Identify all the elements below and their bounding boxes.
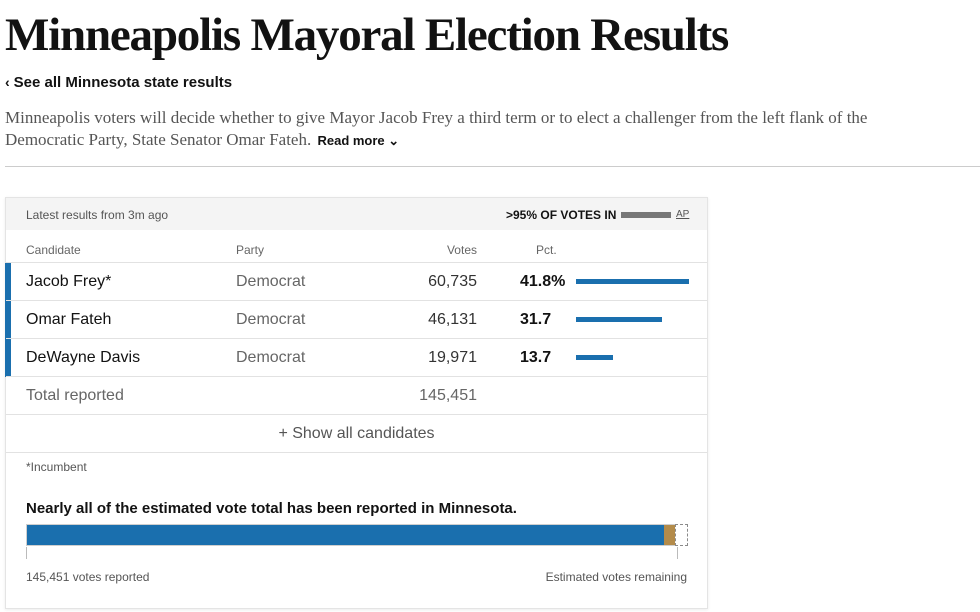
column-header-votes: Votes [446,243,477,257]
candidate-name: DeWayne Davis [26,349,141,366]
candidate-pct: 31.7 [520,311,552,328]
column-header-pct: Pct. [536,243,557,257]
candidate-party: Democrat [236,273,306,290]
candidate-pct: 41.8% [520,273,566,290]
back-link-label: See all Minnesota state results [13,74,233,91]
remaining-tick [677,547,678,559]
read-more-label: Read more [317,133,385,148]
candidate-name: Omar Fateh [26,311,112,328]
candidate-votes: 46,131 [428,311,477,328]
summary-text: Minneapolis voters will decide whether t… [5,108,868,149]
back-to-state-results-link[interactable]: ‹ See all Minnesota state results [5,74,232,91]
reporting-progress-fill [621,212,669,218]
candidate-party: Democrat [236,311,306,328]
votes-remaining-label: Estimated votes remaining [545,570,687,584]
column-header-party: Party [236,243,265,257]
section-divider [5,166,980,167]
latest-update-time: Latest results from 3m ago [26,208,169,222]
incumbent-footnote: *Incumbent [26,460,87,474]
page-title: Minneapolis Mayoral Election Results [5,9,729,61]
read-more-button[interactable]: Read more ⌄ [317,133,399,148]
vote-share-bar [576,317,662,322]
candidate-votes: 60,735 [428,273,477,290]
candidate-name: Jacob Frey* [26,273,112,290]
reporting-progress-bar [621,212,671,218]
estimate-headline: Nearly all of the estimated vote total h… [26,500,517,517]
total-votes: 145,451 [419,387,477,404]
column-header-candidate: Candidate [26,243,81,257]
total-reported-row: Total reported 145,451 [6,376,707,414]
table-row: Jacob Frey* Democrat 60,735 41.8% [5,262,707,301]
party-color-marker [5,263,11,301]
candidate-votes: 19,971 [428,349,477,366]
row-divider [6,452,707,453]
reporting-status: >95% OF VOTES IN [506,208,617,222]
chevron-down-icon: ⌄ [388,133,400,148]
party-color-marker [5,339,11,377]
vote-share-bar [576,355,613,360]
reported-votes-fill [27,525,664,545]
results-header-bar: Latest results from 3m ago >95% OF VOTES… [6,198,707,230]
table-row: Omar Fateh Democrat 46,131 31.7 [5,300,707,339]
candidate-pct: 13.7 [520,349,552,366]
chevron-left-icon: ‹ [5,74,10,90]
reported-tick [26,547,27,559]
results-table-card: Latest results from 3m ago >95% OF VOTES… [5,197,708,609]
total-label: Total reported [26,387,124,404]
table-row: DeWayne Davis Democrat 19,971 13.7 [5,338,707,377]
candidate-party: Democrat [236,349,306,366]
ap-source-link[interactable]: AP [676,209,690,220]
votes-reported-label: 145,451 votes reported [26,570,150,584]
pending-votes-fill [664,525,675,545]
estimated-votes-bar [26,524,688,546]
remaining-votes-segment [675,524,688,546]
race-summary: Minneapolis voters will decide whether t… [5,107,935,152]
show-all-candidates-button[interactable]: + Show all candidates [6,414,707,452]
vote-share-bar [576,279,689,284]
party-color-marker [5,301,11,339]
